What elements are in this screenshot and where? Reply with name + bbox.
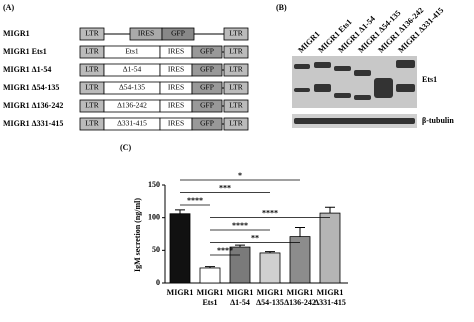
construct-box (223, 117, 249, 131)
box-label: LTR (229, 29, 242, 38)
x-tick-label: MIGR1 (257, 288, 284, 297)
construct-box (161, 27, 195, 41)
box-label: LTR (229, 119, 242, 128)
x-tick-label: MIGR1 (287, 288, 314, 297)
box-label: Δ331-415 (117, 119, 147, 128)
box-label: GFP (200, 47, 214, 56)
box-label: IRES (138, 29, 154, 38)
construct-name: MIGR1 Δ1-54 (3, 65, 51, 74)
construct-box (191, 63, 223, 77)
y-tick-label: 150 (148, 180, 160, 189)
y-tick-label: 50 (152, 245, 160, 254)
error-bar (235, 244, 245, 248)
x-tick-label: MIGR1 (227, 288, 254, 297)
x-tick-label: Δ54-135 (256, 298, 284, 307)
box-label: GFP (200, 101, 214, 110)
panel-label: (A) (3, 3, 14, 12)
x-tick-label: Ets1 (202, 298, 217, 307)
construct-name: MIGR1 Δ331-415 (3, 119, 63, 128)
construct-box (223, 99, 249, 113)
box-label: LTR (229, 83, 242, 92)
construct-box (223, 27, 249, 41)
construct-box (191, 117, 223, 131)
error-bar (175, 209, 185, 214)
box-label: Δ136-242 (117, 101, 147, 110)
bar (259, 252, 281, 284)
y-axis-label: IgM secretion (ng/ml) (133, 198, 142, 272)
construct-box (191, 99, 223, 113)
construct-name: MIGR1 (3, 29, 30, 38)
error-bar (295, 226, 305, 237)
box-label: LTR (229, 101, 242, 110)
panel-label: (B) (276, 3, 287, 12)
box-label: IRES (168, 101, 184, 110)
significance-label: ** (251, 233, 259, 242)
construct-box (223, 81, 249, 95)
construct-name: MIGR1 Δ54-135 (3, 83, 59, 92)
error-bar (325, 206, 335, 214)
x-tick-label: Δ1-54 (230, 298, 250, 307)
significance-label: **** (187, 196, 203, 205)
box-label: LTR (85, 119, 98, 128)
construct-box (223, 63, 249, 77)
construct-name: MIGR1 Ets1 (3, 47, 47, 56)
x-tick-label: Δ331-415 (314, 298, 346, 307)
box-label: LTR (85, 29, 98, 38)
significance-label: **** (217, 246, 233, 255)
construct-box (191, 45, 223, 59)
significance-label: **** (262, 208, 278, 217)
x-tick-label: Δ136-242 (284, 298, 316, 307)
blot-label: β-tubulin (422, 116, 454, 125)
construct-name: MIGR1 Δ136-242 (3, 101, 63, 110)
box-label: GFP (171, 29, 185, 38)
blot-bands (294, 60, 415, 124)
x-tick-label: MIGR1 (197, 288, 224, 297)
box-label: LTR (85, 47, 98, 56)
box-label: Δ54-135 (119, 83, 145, 92)
box-label: Ets1 (125, 47, 139, 56)
bar (229, 246, 251, 284)
box-label: GFP (200, 119, 214, 128)
box-label: LTR (85, 65, 98, 74)
box-label: LTR (229, 47, 242, 56)
box-label: LTR (85, 101, 98, 110)
panel-label: (C) (120, 143, 131, 152)
significance-label: *** (219, 183, 231, 192)
box-label: IRES (168, 65, 184, 74)
box-label: IRES (168, 47, 184, 56)
box-label: LTR (85, 83, 98, 92)
construct-box (79, 27, 105, 41)
box-label: IRES (168, 119, 184, 128)
bar (289, 236, 311, 284)
box-label: LTR (229, 65, 242, 74)
y-tick-label: 100 (148, 212, 160, 221)
construct-box (191, 81, 223, 95)
construct-box (223, 45, 249, 59)
bar (199, 267, 221, 284)
blot-label: Ets1 (422, 75, 437, 84)
box-label: GFP (200, 65, 214, 74)
bar (319, 212, 341, 284)
box-label: IRES (168, 83, 184, 92)
x-tick-label: MIGR1 (317, 288, 344, 297)
box-label: Δ1-54 (123, 65, 142, 74)
y-tick-label: 0 (156, 278, 160, 287)
significance-label: * (238, 171, 242, 180)
error-bar (265, 251, 275, 253)
error-bar (205, 266, 215, 268)
significance-label: **** (232, 221, 248, 230)
box-label: GFP (200, 83, 214, 92)
x-tick-label: MIGR1 (167, 288, 194, 297)
bar (169, 213, 191, 284)
